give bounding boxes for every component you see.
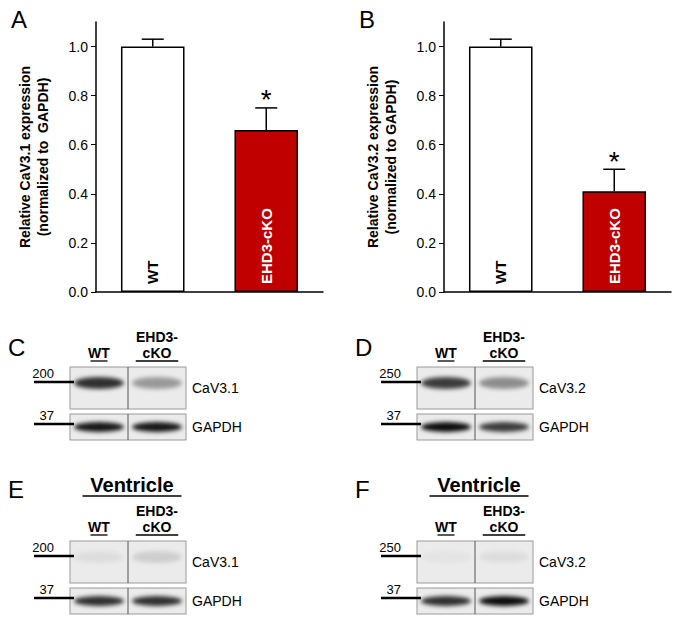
svg-text:1.0: 1.0 — [69, 39, 89, 55]
svg-text:WT: WT — [492, 261, 509, 284]
svg-text:EHD3-: EHD3- — [136, 503, 178, 519]
svg-text:cKO: cKO — [143, 345, 172, 361]
svg-text:0.2: 0.2 — [417, 235, 437, 251]
svg-text:GAPDH: GAPDH — [539, 593, 589, 609]
svg-text:EHD3-cKO: EHD3-cKO — [258, 208, 275, 284]
svg-text:250: 250 — [379, 540, 401, 555]
svg-text:CaV3.1: CaV3.1 — [192, 554, 239, 570]
svg-text:A: A — [11, 6, 27, 33]
svg-text:cKO: cKO — [143, 519, 172, 535]
svg-text:Ventricle: Ventricle — [90, 474, 173, 496]
svg-text:D: D — [355, 334, 372, 361]
svg-text:0.0: 0.0 — [69, 284, 89, 300]
svg-text:CaV3.2: CaV3.2 — [539, 554, 586, 570]
svg-text:Relative CaV3.2 expression: Relative CaV3.2 expression — [365, 66, 381, 248]
svg-text:0.2: 0.2 — [69, 235, 89, 251]
svg-text:WT: WT — [435, 345, 457, 361]
svg-text:200: 200 — [32, 366, 54, 381]
svg-text:0.8: 0.8 — [69, 88, 89, 104]
svg-text:37: 37 — [387, 582, 401, 597]
svg-text:cKO: cKO — [490, 519, 519, 535]
svg-text:Relative CaV3.1 expression: Relative CaV3.1 expression — [17, 66, 33, 248]
svg-text:*: * — [261, 84, 272, 115]
svg-text:GAPDH: GAPDH — [192, 593, 242, 609]
svg-text:0.8: 0.8 — [417, 88, 437, 104]
svg-text:Ventricle: Ventricle — [437, 474, 520, 496]
svg-text:WT: WT — [435, 519, 457, 535]
svg-text:WT: WT — [88, 519, 110, 535]
svg-text:cKO: cKO — [490, 345, 519, 361]
svg-text:WT: WT — [144, 261, 161, 284]
svg-text:*: * — [609, 146, 620, 177]
svg-text:37: 37 — [40, 408, 54, 423]
svg-text:GAPDH: GAPDH — [192, 419, 242, 435]
svg-text:WT: WT — [88, 345, 110, 361]
svg-text:CaV3.2: CaV3.2 — [539, 380, 586, 396]
svg-text:0.0: 0.0 — [417, 284, 437, 300]
svg-text:GAPDH: GAPDH — [539, 419, 589, 435]
svg-text:250: 250 — [379, 366, 401, 381]
svg-text:200: 200 — [32, 540, 54, 555]
svg-text:EHD3-: EHD3- — [136, 329, 178, 345]
svg-text:(normalized to GAPDH): (normalized to GAPDH) — [35, 78, 51, 237]
svg-text:1.0: 1.0 — [417, 39, 437, 55]
svg-text:F: F — [355, 476, 370, 503]
svg-text:0.4: 0.4 — [417, 186, 437, 202]
svg-text:0.4: 0.4 — [69, 186, 89, 202]
svg-text:C: C — [8, 334, 25, 361]
svg-text:CaV3.1: CaV3.1 — [192, 380, 239, 396]
svg-text:EHD3-: EHD3- — [483, 329, 525, 345]
svg-text:0.6: 0.6 — [417, 137, 437, 153]
svg-text:(normalized to GAPDH): (normalized to GAPDH) — [383, 80, 399, 235]
svg-text:37: 37 — [40, 582, 54, 597]
svg-text:0.6: 0.6 — [69, 137, 89, 153]
svg-text:EHD3-: EHD3- — [483, 503, 525, 519]
svg-text:EHD3-cKO: EHD3-cKO — [606, 208, 623, 284]
svg-text:37: 37 — [387, 408, 401, 423]
svg-text:E: E — [8, 476, 24, 503]
svg-text:B: B — [359, 6, 375, 33]
